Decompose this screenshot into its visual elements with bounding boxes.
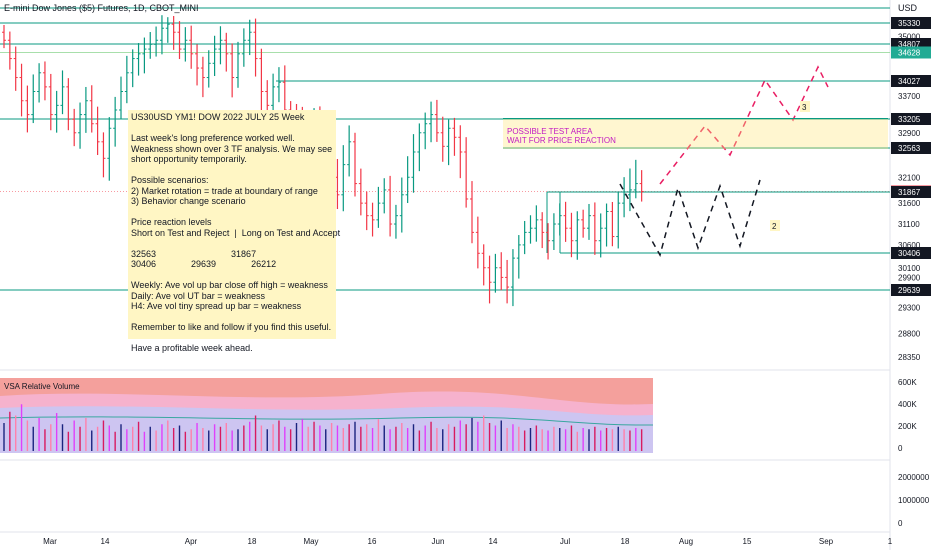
- note-line: Weekly: Ave vol up bar close off high = …: [131, 280, 328, 290]
- note-line: Price reaction levels: [131, 217, 212, 227]
- note-line: H4: Ave vol tiny spread up bar = weaknes…: [131, 301, 302, 311]
- vsa-axis-tick: 400K: [898, 400, 917, 409]
- price-tag-label: 35330: [898, 19, 921, 28]
- note-line: [131, 270, 333, 281]
- x-tick-label: Jun: [432, 537, 445, 546]
- x-tick-label: Jul: [560, 537, 570, 546]
- x-tick-label: 1: [888, 537, 893, 546]
- note-line: 2) Market rotation = trade at boundary o…: [131, 185, 318, 196]
- y-tick-label: 32100: [898, 173, 921, 182]
- y-tick-label: 35000: [898, 32, 921, 41]
- note-line: [131, 238, 333, 249]
- x-tick-label: May: [303, 537, 318, 546]
- note-line: short opportunity temporarily.: [131, 154, 247, 164]
- note-line: 30406 29639 26212: [131, 259, 277, 269]
- vsa-indicator-title: VSA Relative Volume: [4, 382, 80, 391]
- y-tick-label: 33700: [898, 92, 921, 101]
- vsa-average-line: [0, 416, 654, 426]
- volume-axis-tick: 2000000: [898, 473, 930, 482]
- note-line: [131, 312, 333, 323]
- analysis-note[interactable]: US30USD YM1! DOW 2022 JULY 25 Week Last w…: [128, 110, 341, 353]
- price-tag-label: 34628: [898, 48, 921, 57]
- scenario-label-2: 2: [772, 222, 777, 231]
- price-tag-label: 29639: [898, 286, 921, 295]
- note-line: Possible scenarios:: [131, 175, 209, 185]
- scenario-label-bg: [800, 101, 810, 112]
- price-tag-bg: [891, 46, 931, 59]
- currency-label: USD: [898, 3, 918, 13]
- price-tag-label: 34807: [898, 40, 921, 49]
- note-line: Last week's long preference worked well.: [131, 133, 295, 143]
- price-tag-bg: [891, 17, 931, 29]
- x-tick-label: 14: [489, 537, 498, 546]
- note-line: US30USD YM1! DOW 2022 JULY 25 Week: [131, 112, 305, 122]
- y-tick-label: 32900: [898, 129, 921, 138]
- y-tick-label: 28800: [898, 330, 921, 339]
- price-tag-label: 33205: [898, 115, 921, 124]
- x-tick-label: 16: [368, 537, 377, 546]
- vsa-axis-tick: 0: [898, 444, 903, 453]
- y-tick-label: 29900: [898, 273, 921, 282]
- y-tick-label: 30100: [898, 264, 921, 273]
- x-tick-label: 15: [743, 537, 752, 546]
- note-line: 32563 31867: [131, 248, 257, 259]
- vsa-axis-tick: 600K: [898, 378, 917, 387]
- x-tick-label: Apr: [185, 537, 198, 546]
- test-area-line1: POSSIBLE TEST AREA: [507, 127, 593, 136]
- scenario-label-3: 3: [802, 103, 807, 112]
- x-tick-label: 18: [621, 537, 630, 546]
- note-line: Daily: Ave vol UT bar = weakness: [131, 290, 265, 301]
- note-line: Weakness shown over 3 TF analysis. We ma…: [131, 143, 333, 154]
- possible-test-area: POSSIBLE TEST AREA WAIT FOR PRICE REACTI…: [503, 118, 888, 149]
- price-tag-label: 31867: [898, 188, 921, 197]
- price-tag-bg: [891, 75, 931, 87]
- price-tag-label: 34027: [898, 77, 921, 86]
- note-line: 3) Behavior change scenario: [131, 196, 246, 206]
- price-tag-bg: [891, 113, 931, 125]
- note-line: Have a profitable week ahead.: [131, 343, 253, 353]
- test-area-line2: WAIT FOR PRICE REACTION: [507, 136, 616, 145]
- note-line: Remember to like and follow if you find …: [131, 322, 332, 332]
- projection-path-scenario-3: [659, 65, 829, 185]
- y-tick-label: 29300: [898, 304, 921, 313]
- note-line: [131, 333, 333, 344]
- note-line: [131, 207, 333, 218]
- note-line: [131, 123, 333, 134]
- y-tick-label: 31100: [898, 220, 920, 229]
- y-tick-label: 31600: [898, 199, 921, 208]
- volume-axis-tick: 1000000: [898, 496, 930, 505]
- price-tag-bg: [891, 142, 931, 154]
- scenario-label-bg: [770, 220, 780, 231]
- x-tick-label: Mar: [43, 537, 57, 546]
- x-tick-label: 18: [248, 537, 257, 546]
- price-tag-label: 32563: [898, 144, 921, 153]
- price-tag-bg: [891, 284, 931, 296]
- price-tag-label: 30406: [898, 249, 921, 258]
- volume-axis-tick: 0: [898, 519, 903, 528]
- x-tick-label: Sep: [819, 537, 834, 546]
- y-tick-label: 30600: [898, 241, 921, 250]
- symbol-title: E-mini Dow Jones ($5) Futures, 1D, CBOT_…: [4, 3, 199, 13]
- vsa-axis-tick: 200K: [898, 422, 917, 431]
- y-tick-label: 28350: [898, 353, 921, 362]
- x-tick-label: Aug: [679, 537, 693, 546]
- price-tag-bg: [891, 247, 931, 259]
- note-line: Short on Test and Reject | Long on Test …: [131, 227, 341, 238]
- note-line: [131, 165, 333, 176]
- price-tag-bg: [891, 186, 931, 198]
- projection-path-scenario-2: [619, 179, 761, 257]
- x-tick-label: 14: [101, 537, 110, 546]
